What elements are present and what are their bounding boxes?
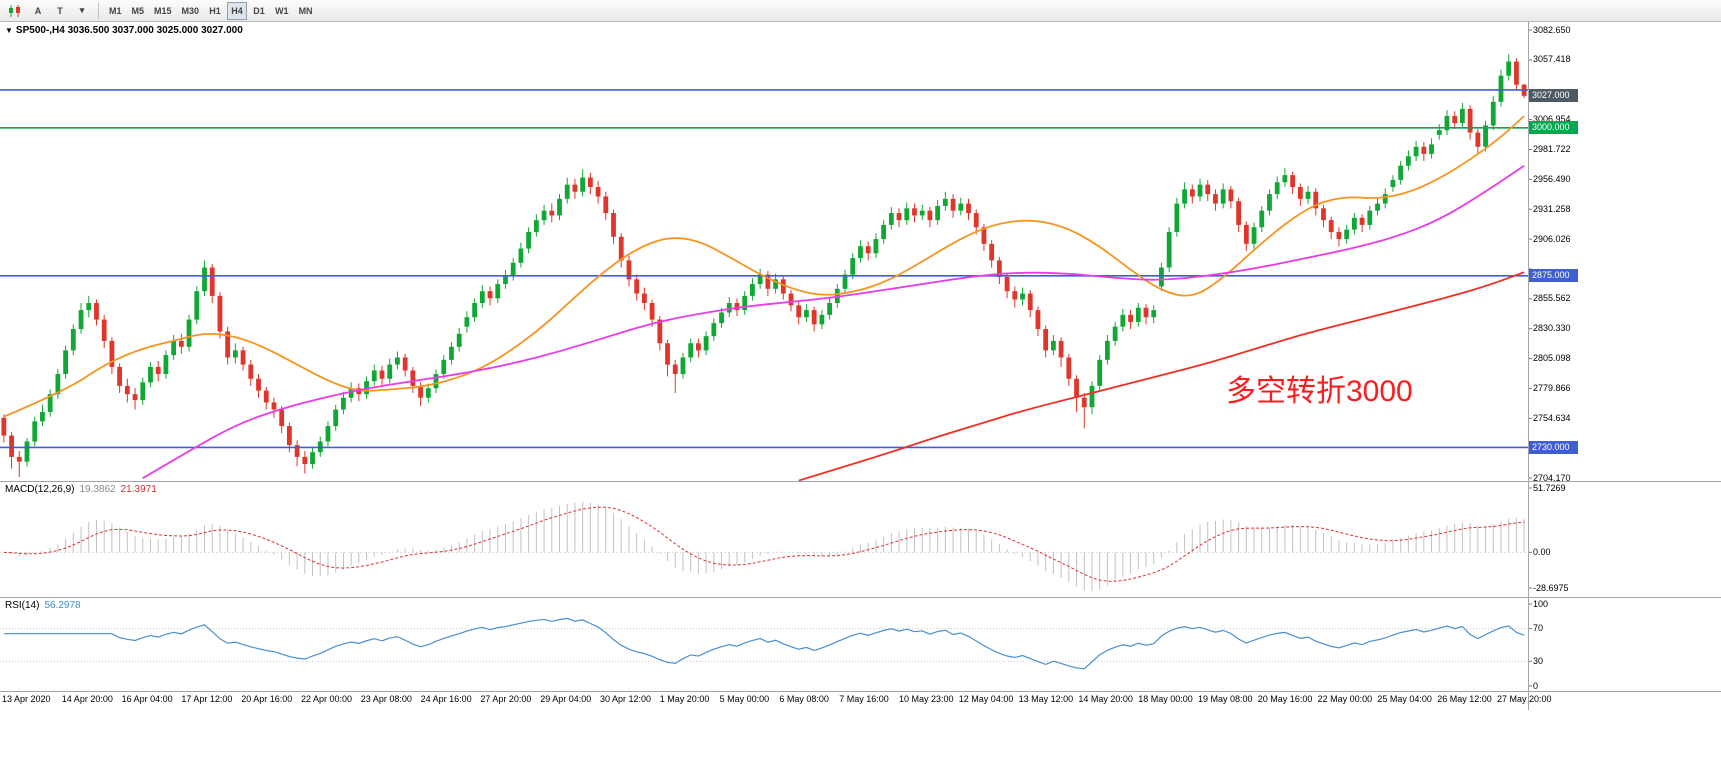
time-axis-label: 27 Apr 20:00 — [480, 694, 532, 704]
time-axis-label: 10 May 23:00 — [899, 694, 954, 704]
price-axis-label: 2754.634 — [1533, 412, 1571, 423]
price-level-badge: 3000.000 — [1529, 121, 1578, 135]
pane-divider[interactable] — [0, 691, 1721, 692]
templates-dropdown-button[interactable]: ▾ — [72, 2, 92, 20]
rsi-axis-label: 70 — [1533, 623, 1544, 634]
timeframe-h4[interactable]: H4 — [227, 2, 248, 20]
chart-window[interactable]: ▼ SP500-,H4 3036.500 3037.000 3025.000 30… — [0, 22, 1721, 783]
time-axis-label: 16 Apr 04:00 — [121, 694, 173, 704]
toolbar-separator — [98, 2, 99, 19]
time-axis-label: 14 May 20:00 — [1078, 694, 1133, 704]
rsi-label: RSI(14) — [5, 600, 40, 611]
pane-divider[interactable] — [0, 481, 1721, 482]
time-axis-label: 30 Apr 12:00 — [600, 694, 652, 704]
time-axis-label: 20 Apr 16:00 — [241, 694, 293, 704]
timeframe-group: M1 M5 M15 M30 H1 H4 D1 W1 MN — [104, 1, 318, 20]
rsi-canvas[interactable] — [0, 598, 1721, 691]
main-chart-canvas[interactable] — [0, 22, 1721, 481]
symbol-label: SP500-,H4 — [15, 25, 65, 36]
price-axis-border — [1528, 22, 1529, 710]
macd-axis-label: 0.00 — [1533, 546, 1551, 557]
time-axis-label: 14 Apr 20:00 — [61, 694, 113, 704]
current-price-badge: 3027.000 — [1529, 89, 1578, 103]
timeframe-h1[interactable]: H1 — [205, 2, 225, 20]
chevron-down-icon: ▾ — [79, 5, 85, 15]
rsi-axis-label: 0 — [1533, 680, 1539, 691]
macd-axis-label: -28.6975 — [1533, 582, 1569, 593]
price-axis-label: 2704.170 — [1533, 472, 1571, 483]
macd-histogram — [11, 501, 1525, 592]
price-axis-label: 2981.722 — [1533, 143, 1571, 154]
price-axis-label: 2855.562 — [1533, 293, 1571, 304]
macd-canvas[interactable] — [0, 482, 1721, 597]
rsi-axis-label: 30 — [1533, 655, 1544, 666]
toolbar: A T ▾ M1 M5 M15 M30 H1 H4 D1 W1 MN — [0, 0, 1721, 22]
time-axis-label: 18 May 00:00 — [1138, 694, 1193, 704]
timeframe-m5[interactable]: M5 — [128, 2, 149, 20]
time-axis-label: 20 May 16:00 — [1257, 694, 1313, 704]
pane-divider[interactable] — [0, 597, 1721, 598]
rsi-header: RSI(14) 56.2978 — [5, 600, 81, 611]
time-axis-label: 22 May 00:00 — [1317, 694, 1373, 704]
time-axis-label: 6 May 08:00 — [779, 694, 829, 704]
time-axis-label: 17 Apr 12:00 — [181, 694, 233, 704]
ma-slow-line — [798, 271, 1525, 481]
price-axis-label: 2931.258 — [1533, 203, 1571, 214]
rsi-axis-label: 100 — [1533, 598, 1549, 609]
macd-header: MACD(12,26,9) 19.3862 21.3971 — [5, 484, 157, 495]
macd-main-value: 19.3862 — [79, 484, 116, 495]
cursor-button[interactable]: A — [28, 2, 48, 20]
time-axis-label: 27 May 20:00 — [1497, 694, 1552, 704]
timeframe-w1[interactable]: W1 — [271, 2, 293, 20]
price-axis-label: 3006.954 — [1533, 114, 1571, 125]
object-marker-icon: ▼ — [5, 26, 13, 35]
symbol-ohlc-line: ▼ SP500-,H4 3036.500 3037.000 3025.000 30… — [5, 25, 243, 36]
time-axis-label: 22 Apr 00:00 — [301, 694, 353, 704]
ma-fast-line — [3, 115, 1525, 418]
time-axis-label: 7 May 16:00 — [839, 694, 889, 704]
timeframe-m1[interactable]: M1 — [105, 2, 126, 20]
price-axis-label: 2830.330 — [1533, 323, 1571, 334]
macd-signal-value: 21.3971 — [120, 484, 157, 495]
ohlc-values: 3036.500 3037.000 3025.000 3027.000 — [67, 25, 243, 36]
price-axis-label: 2956.490 — [1533, 173, 1571, 184]
ma-mid-line — [142, 164, 1525, 479]
macd-sign al-line — [3, 506, 1525, 582]
new-chart-button[interactable] — [4, 2, 26, 20]
chart-annotation: 多空转折3000 — [1226, 375, 1413, 408]
time-axis-label: 24 Apr 16:00 — [420, 694, 472, 704]
time-axis-label: 1 May 20:00 — [659, 694, 710, 704]
time-axis-label: 19 May 08:00 — [1198, 694, 1253, 704]
time-axis-label: 25 May 04:00 — [1377, 694, 1432, 704]
time-axis-label: 26 May 12:00 — [1437, 694, 1492, 704]
timeframe-d1[interactable]: D1 — [249, 2, 269, 20]
price-axis-label: 3057.418 — [1533, 54, 1571, 65]
text-tool-button[interactable]: T — [50, 2, 70, 20]
price-axis-label: 2779.866 — [1533, 382, 1571, 393]
price-level-badge: 2875.000 — [1529, 269, 1578, 283]
price-axis-label: 2805.098 — [1533, 353, 1571, 364]
timeframe-m15[interactable]: M15 — [150, 2, 176, 20]
rsi-line — [3, 617, 1525, 670]
time-axis-label: 5 May 00:00 — [719, 694, 770, 704]
time-axis-label: 13 May 12:00 — [1018, 694, 1074, 704]
time-axis-label: 12 May 04:00 — [958, 694, 1014, 704]
macd-label: MACD(12,26,9) — [5, 484, 75, 495]
timeframe-m30[interactable]: M30 — [178, 2, 204, 20]
rsi-value: 56.2978 — [44, 600, 81, 611]
candlestick-chart-icon — [9, 4, 20, 17]
time-axis-label: 13 Apr 2020 — [2, 694, 51, 704]
macd-axis-label: 51.7269 — [1533, 482, 1566, 493]
price-axis-label: 2906.026 — [1533, 233, 1571, 244]
candles-layer — [1, 54, 1527, 478]
time-axis-label: 23 Apr 08:00 — [360, 694, 412, 704]
price-axis-label: 3082.650 — [1533, 24, 1571, 35]
time-axis-label: 29 Apr 04:00 — [540, 694, 592, 704]
price-level-badge: 2730.000 — [1529, 440, 1578, 454]
timeframe-mn[interactable]: MN — [295, 2, 317, 20]
